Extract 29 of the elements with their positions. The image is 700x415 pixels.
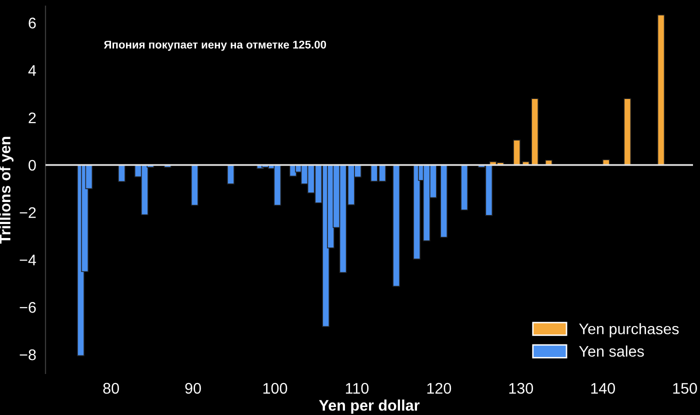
bar bbox=[118, 164, 126, 182]
y-tick-label: 2 bbox=[28, 112, 36, 124]
x-tick-label: 140 bbox=[591, 382, 615, 394]
bar bbox=[392, 164, 400, 287]
y-tick-label: 6 bbox=[28, 18, 36, 28]
y-tick-label: −6 bbox=[20, 302, 36, 313]
y-tick-label: −8 bbox=[20, 349, 36, 360]
bar bbox=[190, 164, 198, 206]
y-tick-label: −4 bbox=[20, 254, 36, 266]
bar bbox=[460, 164, 468, 210]
x-tick-label: 80 bbox=[103, 382, 119, 394]
x-axis-title: Yen per dollar bbox=[318, 400, 420, 414]
legend-label: Yen sales bbox=[579, 346, 644, 357]
x-tick-label: 110 bbox=[346, 382, 369, 394]
x-tick-label: 130 bbox=[509, 382, 534, 394]
x-tick-label: 90 bbox=[185, 382, 201, 394]
bar bbox=[413, 164, 420, 260]
bar bbox=[624, 98, 632, 166]
bar bbox=[227, 164, 234, 184]
x-tick-label: 150 bbox=[673, 382, 697, 394]
x-tick-label: 100 bbox=[263, 382, 288, 394]
x-tick-label: 120 bbox=[427, 382, 452, 394]
annotation: Япония покупает иену на отметке 125.00 bbox=[104, 40, 326, 51]
legend-label: Yen purchases bbox=[579, 323, 679, 338]
bar bbox=[440, 164, 448, 238]
y-tick-label: −2 bbox=[20, 207, 36, 218]
y-tick-label: 4 bbox=[28, 65, 36, 76]
y-tick-label: 0 bbox=[28, 160, 36, 171]
bar bbox=[657, 14, 665, 166]
